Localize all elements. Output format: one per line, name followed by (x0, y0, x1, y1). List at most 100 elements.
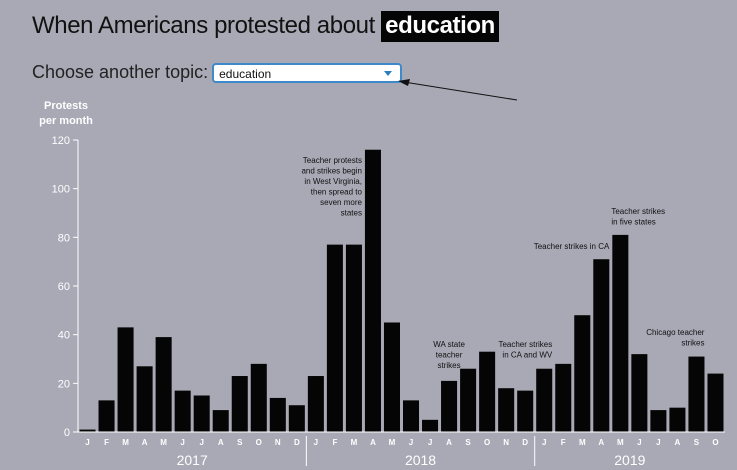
annotation-text: in five states (611, 218, 655, 227)
topic-chooser-label: Choose another topic: (32, 62, 209, 82)
annotation-text: in CA and WV (502, 351, 552, 360)
bar (174, 390, 191, 432)
title-prefix: When Americans protested about (32, 12, 375, 39)
topic-chooser: Choose another topic: education (32, 62, 403, 83)
chevron-down-icon (384, 70, 393, 76)
x-tick-label: A (598, 438, 604, 447)
pointer-arrow-line (403, 81, 518, 101)
x-tick-label: A (218, 438, 224, 447)
y-axis-label: Protests (44, 100, 88, 112)
annotation-text: Teacher strikes in CA (534, 242, 610, 251)
bar (403, 400, 420, 432)
bar (631, 354, 648, 432)
x-axis: J F M A M J J A S O N D J F M A M J J A S O N D J F M A M J J A S O 2017 20… (78, 431, 725, 468)
annotation-text: in West Virginia, (304, 177, 362, 186)
bar (269, 397, 286, 432)
year-label: 2018 (405, 452, 436, 468)
x-tick-label: J (656, 438, 660, 447)
annotation-text: Teacher strikes (611, 207, 665, 216)
x-tick-label: O (484, 438, 490, 447)
x-tick-label: S (465, 438, 471, 447)
annotation-text: and strikes begin (301, 167, 361, 176)
bar (555, 363, 572, 432)
x-tick-label: F (332, 438, 337, 447)
bar (250, 363, 267, 432)
x-tick-label: M (122, 438, 129, 447)
x-tick-label: O (256, 438, 262, 447)
annotation-text: seven more (320, 198, 362, 207)
bar (593, 259, 610, 432)
annotation-text: Teacher protests (303, 156, 362, 165)
x-tick-label: J (409, 438, 413, 447)
y-tick-label: 40 (58, 330, 70, 342)
x-tick-label: A (675, 438, 681, 447)
topic-select[interactable]: education (212, 62, 403, 83)
bar (574, 315, 591, 432)
x-tick-label: S (694, 438, 700, 447)
bar (79, 429, 96, 432)
bar (669, 407, 686, 432)
x-tick-label: D (294, 438, 300, 447)
bar (650, 410, 667, 432)
annotation-text: then spread to (311, 188, 363, 197)
x-tick-label: F (561, 438, 566, 447)
bar (326, 244, 343, 432)
bar (136, 366, 153, 432)
x-tick-label: M (617, 438, 624, 447)
bar (422, 419, 439, 432)
bar (364, 149, 381, 433)
bar (212, 410, 229, 432)
bar (460, 368, 477, 432)
bars (79, 149, 724, 433)
bar (498, 388, 515, 432)
annotation-text: Teacher strikes (498, 340, 552, 349)
bar (517, 390, 534, 432)
x-tick-label: J (180, 438, 184, 447)
bar (383, 322, 400, 432)
x-tick-label: M (160, 438, 167, 447)
bar (707, 373, 724, 432)
y-tick-label: 0 (64, 427, 70, 439)
annotation-text: Chicago teacher (646, 328, 705, 337)
x-tick-label: J (637, 438, 641, 447)
y-tick-label: 20 (58, 378, 70, 390)
annotation-text: strikes (681, 339, 704, 348)
y-tick-label: 100 (52, 184, 70, 196)
annotation-text: states (341, 209, 362, 218)
title-topic-highlight: education (381, 11, 499, 42)
topic-select-value: education (219, 66, 272, 81)
y-axis-label: per month (39, 115, 93, 127)
year-label: 2019 (614, 452, 645, 468)
page-title: When Americans protested about education (32, 11, 499, 42)
x-tick-label: D (522, 438, 528, 447)
bar (193, 395, 210, 432)
bar (288, 405, 305, 432)
y-tick-label: 80 (58, 232, 70, 244)
y-axis: 0 20 40 60 80 100 120 Protests per month (39, 100, 93, 439)
y-tick-label: 120 (52, 135, 70, 147)
bar (155, 337, 172, 432)
bar (688, 356, 705, 432)
bar (231, 376, 248, 432)
x-tick-label: J (314, 438, 318, 447)
annotation-text: strikes (438, 361, 461, 370)
bar (441, 380, 458, 432)
bar (117, 327, 134, 432)
x-tick-label: N (503, 438, 509, 447)
x-tick-label: A (446, 438, 452, 447)
x-tick-label: J (542, 438, 546, 447)
x-tick-label: O (712, 438, 718, 447)
x-tick-label: F (104, 438, 109, 447)
bar (479, 351, 496, 432)
bar (612, 234, 629, 432)
annotation-text: teacher (436, 351, 463, 360)
x-tick-label: M (351, 438, 358, 447)
annotation-text: WA state (433, 340, 465, 349)
x-tick-label: S (237, 438, 243, 447)
x-tick-label: A (142, 438, 148, 447)
x-tick-label: M (579, 438, 586, 447)
x-tick-label: N (275, 438, 281, 447)
x-tick-label: J (85, 438, 89, 447)
